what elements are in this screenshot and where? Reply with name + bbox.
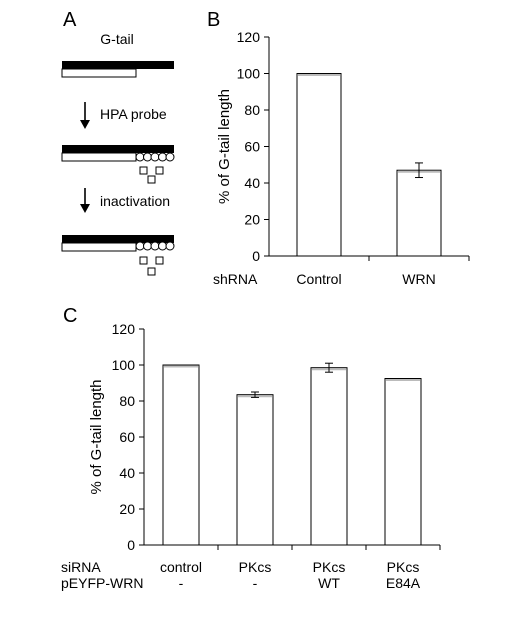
x-tick-label: PKcs bbox=[313, 559, 346, 575]
y-tick-label: 0 bbox=[127, 537, 135, 553]
bar bbox=[236, 394, 274, 546]
y-tick-label: 100 bbox=[112, 357, 136, 373]
schematic-duplex-2 bbox=[61, 145, 175, 184]
row-label: pEYFP-WRN bbox=[61, 575, 143, 591]
x-tick-label-row2: - bbox=[179, 575, 184, 591]
x-tick-label-row2: WT bbox=[318, 575, 340, 591]
y-tick-label: 60 bbox=[119, 429, 135, 445]
y-tick-label: 20 bbox=[119, 501, 135, 517]
x-tick-label: PKcs bbox=[387, 559, 420, 575]
y-tick-label: 40 bbox=[244, 175, 260, 191]
schematic-duplex-1 bbox=[61, 61, 174, 78]
x-tick-label: PKcs bbox=[239, 559, 272, 575]
y-tick-label: 80 bbox=[244, 102, 260, 118]
schematic-arrow-2 bbox=[80, 188, 90, 213]
schematic-title: G-tail bbox=[100, 31, 133, 47]
chart-b: 0 20 40 60 80 100 120 % of G-tail length Control… bbox=[213, 29, 470, 287]
y-tick-label: 0 bbox=[252, 248, 260, 264]
y-tick-label: 40 bbox=[119, 465, 135, 481]
schematic-arrow-1 bbox=[80, 102, 90, 129]
schematic-step2-label: inactivation bbox=[100, 193, 170, 209]
probe-circles bbox=[135, 241, 175, 251]
bar bbox=[162, 364, 200, 546]
row-label: siRNA bbox=[61, 559, 101, 575]
y-tick-label: 80 bbox=[119, 393, 135, 409]
y-tick-label: 60 bbox=[244, 139, 260, 155]
x-tick-label-row2: E84A bbox=[386, 575, 421, 591]
y-tick-label: 100 bbox=[237, 66, 261, 82]
y-tick-label: 20 bbox=[244, 212, 260, 228]
y-axis-label: % of G-tail length bbox=[216, 89, 233, 204]
chart-c: 0 20 40 60 80 100 120 % of G-tail length control… bbox=[61, 321, 441, 591]
schematic-step1-label: HPA probe bbox=[100, 106, 167, 122]
schematic-duplex-3 bbox=[61, 235, 175, 276]
probe-circles bbox=[135, 152, 175, 162]
x-tick-label: Control bbox=[296, 271, 341, 287]
bar bbox=[296, 73, 342, 257]
panel-b-label: B bbox=[207, 9, 220, 31]
panel-a-label: A bbox=[63, 9, 77, 31]
bar bbox=[384, 378, 422, 546]
bar bbox=[310, 367, 348, 546]
probe-squares bbox=[139, 256, 164, 276]
row-label: shRNA bbox=[213, 271, 258, 287]
probe-squares bbox=[139, 166, 164, 184]
x-tick-label-row2: - bbox=[253, 575, 258, 591]
y-tick-label: 120 bbox=[112, 321, 136, 337]
y-axis-label: % of G-tail length bbox=[88, 379, 105, 494]
panel-c-label: C bbox=[63, 305, 77, 327]
x-tick-label: WRN bbox=[402, 271, 435, 287]
bar bbox=[396, 169, 442, 257]
y-tick-label: 120 bbox=[237, 29, 261, 45]
schematic-diagram: G-tail HPA probe inacti bbox=[61, 31, 175, 276]
x-tick-label: control bbox=[160, 559, 202, 575]
